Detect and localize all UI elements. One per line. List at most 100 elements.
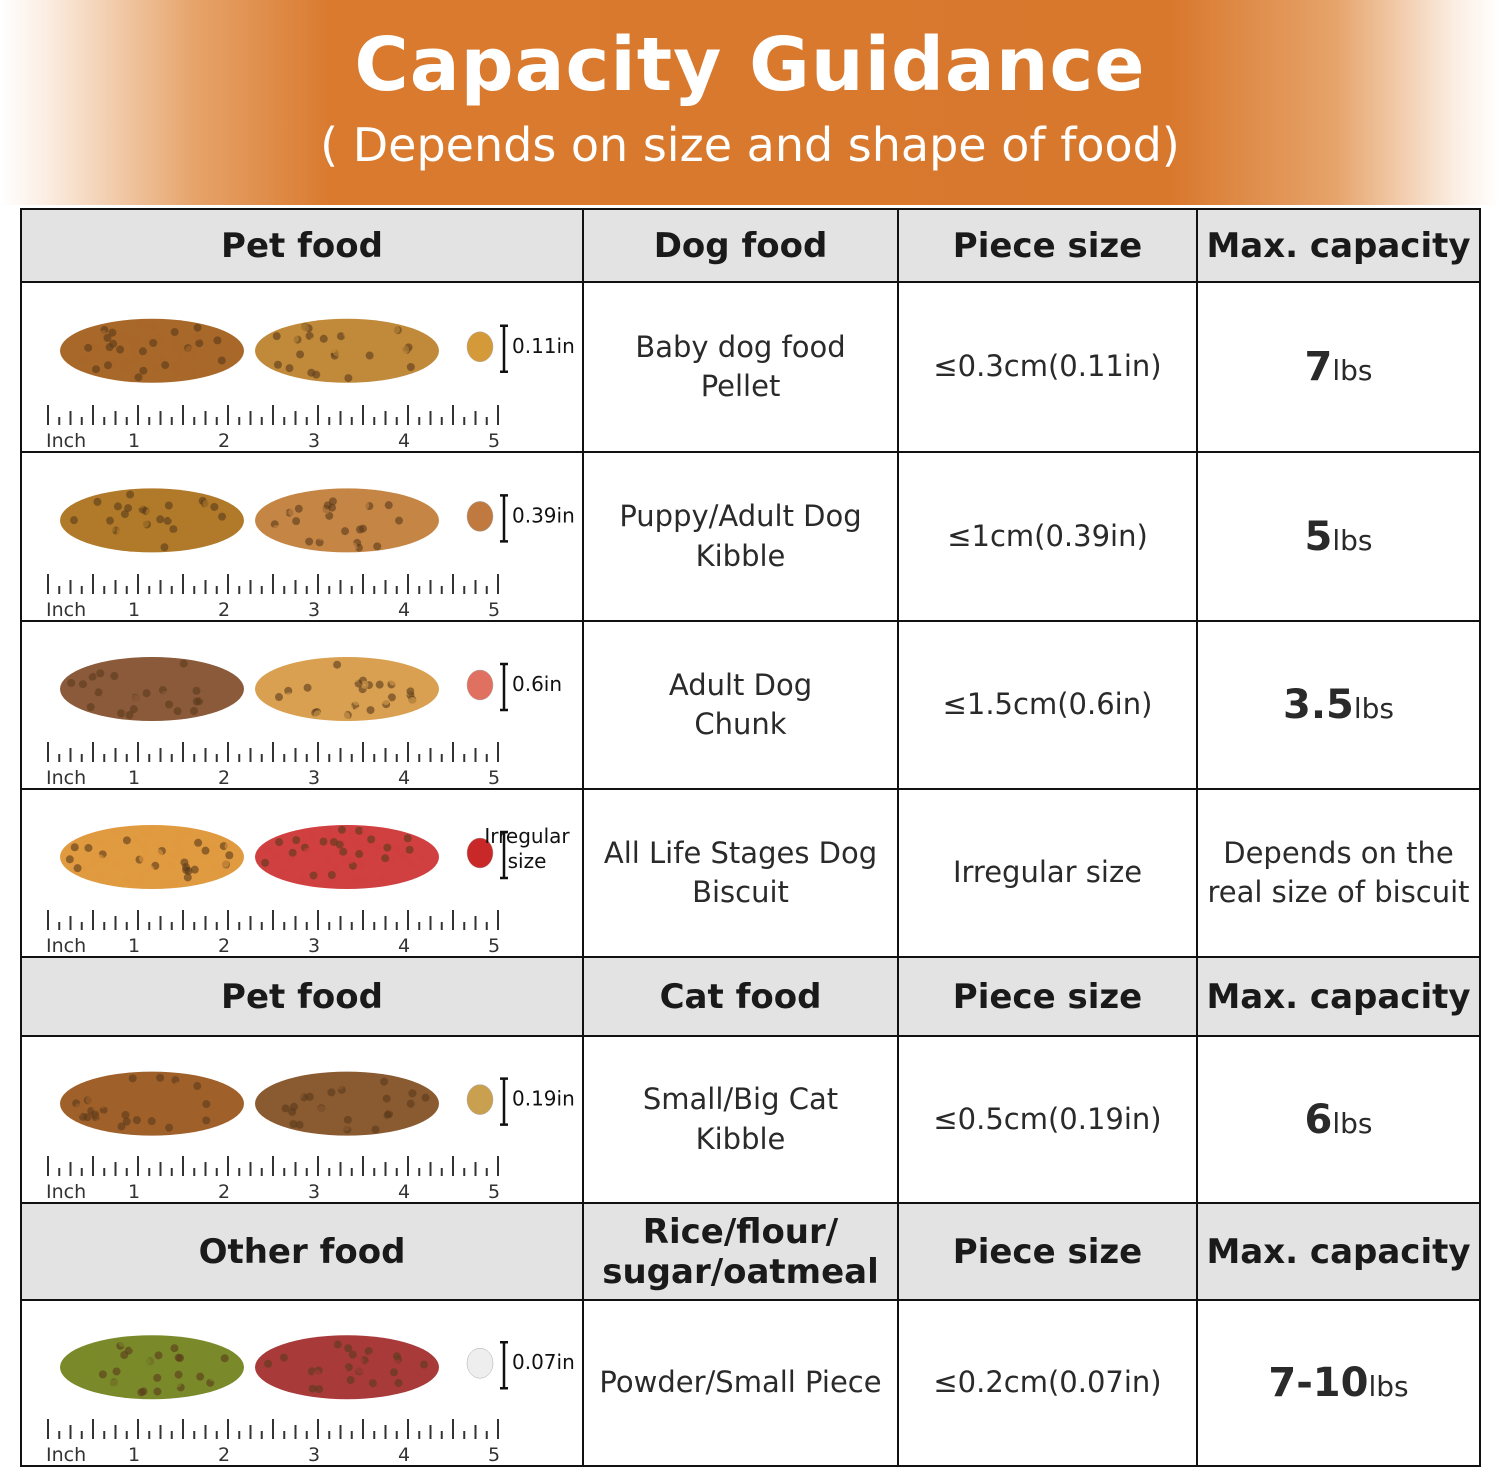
- size-bracket-icon: [500, 1342, 508, 1388]
- column-header: Max. capacity: [1197, 1203, 1480, 1300]
- capacity-unit: lbs: [1368, 1370, 1408, 1403]
- food-piece-image: [467, 1348, 493, 1378]
- capacity-table: Pet food Dog food Piece size Max. capacity 0…: [20, 208, 1481, 1467]
- ruler-label: 3: [308, 1444, 320, 1465]
- capacity-unit: lbs: [1354, 692, 1394, 725]
- size-bracket-icon: [500, 1078, 508, 1124]
- pet-food-cell: 0.19in Inch 1 2 3 4 5: [21, 1036, 583, 1203]
- table-row: 0.6in Inch 1 2 3 4 5 Adult Dog Chunk ≤1.5cm(0.6in…: [21, 621, 1480, 789]
- food-illustration: Irregularsize Inch 1 2 3 4 5: [22, 791, 580, 956]
- column-header: Other food: [21, 1203, 583, 1300]
- food-pile-image: [60, 825, 244, 889]
- ruler-label: 5: [488, 430, 500, 451]
- ruler-label: 2: [218, 935, 230, 956]
- table-row: 0.11in Inch 1 2 3 4 5 Baby dog food Pellet ≤0.3cm…: [21, 282, 1480, 452]
- food-pile-image: [255, 825, 439, 889]
- food-type-line: Adult Dog: [584, 666, 897, 705]
- page-subtitle: ( Depends on size and shape of food): [0, 118, 1500, 172]
- food-pile-image: [255, 1071, 439, 1135]
- food-piece-image: [467, 331, 493, 361]
- size-bracket-icon: [500, 325, 508, 371]
- ruler-label: 4: [398, 430, 410, 451]
- capacity-note: Depends on the: [1198, 834, 1479, 873]
- ruler-label: Inch: [46, 599, 86, 620]
- food-pile-image: [60, 657, 244, 721]
- ruler-label: 3: [308, 935, 320, 956]
- ruler-label: 3: [308, 1181, 320, 1202]
- section-header-row: Pet food Cat food Piece size Max. capacity: [21, 957, 1480, 1036]
- max-capacity-cell: 6lbs: [1197, 1036, 1480, 1203]
- inch-ruler: Inch 1 2 3 4 5: [46, 574, 500, 620]
- food-pile-image: [255, 1335, 439, 1399]
- table-row: 0.39in Inch 1 2 3 4 5 Puppy/Adult Dog Kibble ≤1cm…: [21, 452, 1480, 621]
- size-label: 0.11in: [512, 333, 575, 357]
- ruler-label: 5: [488, 1444, 500, 1465]
- size-label: 0.39in: [512, 503, 575, 527]
- size-label: Irregular: [484, 824, 570, 848]
- food-type-cell: Baby dog food Pellet: [583, 282, 898, 452]
- table-row: Irregular size Inch 1 2 3 4 5 All Life Stages Do…: [21, 789, 1480, 957]
- food-pile-image: [255, 488, 439, 552]
- food-pile-image: [255, 318, 439, 382]
- food-type-line: Powder/Small Piece: [584, 1363, 897, 1402]
- page-title: Capacity Guidance: [0, 22, 1500, 108]
- food-pile-image: [60, 1335, 244, 1399]
- inch-ruler: Inch 1 2 3 4 5: [46, 1156, 500, 1202]
- food-type-cell: Small/Big Cat Kibble: [583, 1036, 898, 1203]
- column-header: Pet food: [21, 957, 583, 1036]
- table-row: 0.07in Inch 1 2 3 4 5 Powder/Small Piece ≤0.2cm(…: [21, 1300, 1480, 1466]
- food-illustration: 0.19in Inch 1 2 3 4 5: [22, 1038, 580, 1202]
- ruler-label: 4: [398, 1181, 410, 1202]
- size-label: 0.19in: [512, 1086, 575, 1110]
- ruler-label: 1: [128, 1181, 140, 1202]
- ruler-label: 1: [128, 1444, 140, 1465]
- ruler-label: 3: [308, 430, 320, 451]
- food-type-line: Chunk: [584, 705, 897, 744]
- ruler-label: 4: [398, 599, 410, 620]
- ruler-label: 5: [488, 599, 500, 620]
- food-illustration: 0.39in Inch 1 2 3 4 5: [22, 454, 580, 620]
- capacity-value: 7: [1305, 344, 1333, 390]
- column-header: Piece size: [898, 1203, 1197, 1300]
- food-type-line: Biscuit: [584, 873, 897, 912]
- food-type-line: Kibble: [584, 1120, 897, 1159]
- max-capacity-cell: 7-10lbs: [1197, 1300, 1480, 1466]
- column-header: Max. capacity: [1197, 957, 1480, 1036]
- ruler-label: 3: [308, 767, 320, 788]
- ruler-label: 1: [128, 935, 140, 956]
- ruler-label: 1: [128, 599, 140, 620]
- piece-size-cell: ≤1.5cm(0.6in): [898, 621, 1197, 789]
- column-header: Max. capacity: [1197, 209, 1480, 282]
- ruler-label: 4: [398, 1444, 410, 1465]
- capacity-note: real size of biscuit: [1198, 873, 1479, 912]
- food-piece-image: [467, 1084, 493, 1114]
- section-header-row: Pet food Dog food Piece size Max. capacity: [21, 209, 1480, 282]
- inch-ruler: Inch 1 2 3 4 5: [46, 742, 500, 788]
- ruler-label: 2: [218, 1181, 230, 1202]
- capacity-value: 7-10: [1268, 1360, 1368, 1406]
- capacity-unit: lbs: [1332, 524, 1372, 557]
- ruler-label: 2: [218, 767, 230, 788]
- food-piece-image: [467, 670, 493, 700]
- max-capacity-cell: 3.5lbs: [1197, 621, 1480, 789]
- food-pile-image: [255, 657, 439, 721]
- food-type-cell: Puppy/Adult Dog Kibble: [583, 452, 898, 621]
- ruler-label: 4: [398, 767, 410, 788]
- ruler-label: Inch: [46, 1444, 86, 1465]
- size-label: 0.07in: [512, 1350, 575, 1374]
- food-illustration: 0.11inInch 1 2 3 4 5: [22, 284, 580, 451]
- size-label: size: [508, 849, 547, 873]
- pet-food-cell: 0.11in Inch 1 2 3 4 5: [21, 282, 583, 452]
- max-capacity-cell: Depends on the real size of biscuit: [1197, 789, 1480, 957]
- table-row: 0.19in Inch 1 2 3 4 5 Small/Big Cat Kibble ≤0.5cm…: [21, 1036, 1480, 1203]
- capacity-value: 5: [1305, 514, 1333, 560]
- ruler-label: Inch: [46, 430, 86, 451]
- food-illustration: 0.6inInch 1 2 3 4 5: [22, 623, 580, 788]
- food-type-line: All Life Stages Dog: [584, 834, 897, 873]
- ruler-label: Inch: [46, 767, 86, 788]
- column-header: Cat food: [583, 957, 898, 1036]
- max-capacity-cell: 7lbs: [1197, 282, 1480, 452]
- food-type-cell: All Life Stages Dog Biscuit: [583, 789, 898, 957]
- inch-ruler: Inch 1 2 3 4 5: [46, 910, 500, 956]
- ruler-label: Inch: [46, 1181, 86, 1202]
